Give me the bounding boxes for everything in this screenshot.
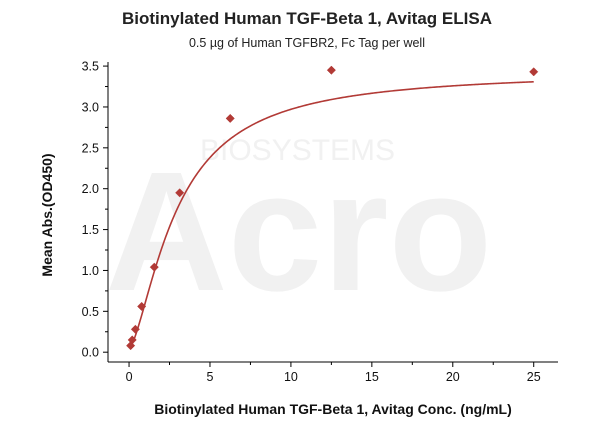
x-tick-label: 0	[126, 370, 133, 384]
data-point	[175, 188, 185, 198]
data-point	[149, 262, 159, 272]
data-point	[130, 324, 140, 334]
plot-axes: 0 5 10 15 20 25 0.0 0.5 1.0 1.5 2.0 2.5 3.0 3.5	[82, 60, 558, 384]
x-tick-label: 20	[446, 370, 460, 384]
chart-subtitle: 0.5 µg of Human TGFBR2, Fc Tag per well	[189, 36, 425, 50]
y-tick-label: 1.0	[82, 264, 99, 278]
x-tick-label: 5	[207, 370, 214, 384]
fit-curve-layer	[129, 81, 534, 348]
y-tick-label: 0.0	[82, 346, 99, 360]
data-point	[137, 301, 147, 311]
watermark-logo-text: Acro	[105, 137, 492, 327]
data-point	[127, 335, 137, 345]
y-axis-title: Mean Abs.(OD450)	[39, 153, 55, 276]
x-axis-title: Biotinylated Human TGF-Beta 1, Avitag Co…	[154, 401, 512, 417]
data-point	[529, 67, 539, 77]
y-tick-label: 3.5	[82, 60, 99, 74]
y-tick-label: 1.5	[82, 223, 99, 237]
x-tick-label: 15	[365, 370, 379, 384]
x-tick-label: 10	[284, 370, 298, 384]
watermark-logo: BIOSYSTEMS Acro	[105, 134, 492, 327]
y-tick-label: 0.5	[82, 305, 99, 319]
data-point	[326, 65, 336, 75]
fit-curve	[129, 81, 534, 348]
data-point	[225, 113, 235, 123]
y-tick-label: 2.5	[82, 141, 99, 155]
data-points-layer	[126, 65, 539, 351]
watermark-text: BIOSYSTEMS	[200, 134, 395, 167]
x-tick-label: 25	[527, 370, 541, 384]
y-tick-label: 2.0	[82, 182, 99, 196]
y-tick-label: 3.0	[82, 100, 99, 114]
chart-title: Biotinylated Human TGF-Beta 1, Avitag EL…	[122, 9, 492, 28]
